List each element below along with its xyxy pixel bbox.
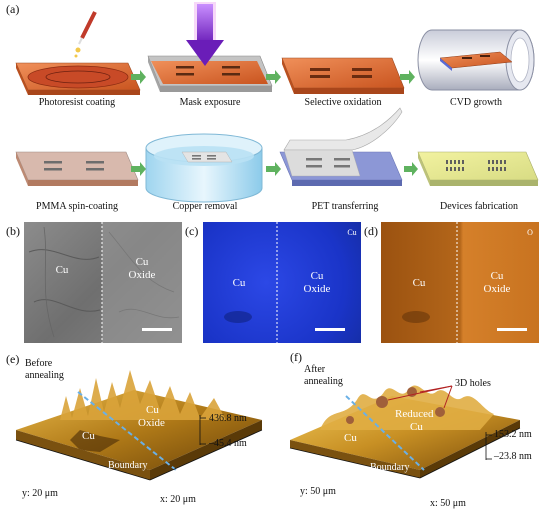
flow-arrows <box>131 70 418 176</box>
step-mask-exposure-graphic <box>147 2 273 92</box>
step-selective-oxidation-graphic <box>281 57 405 94</box>
o-map-label-cu-oxide-1: Cu <box>490 270 504 282</box>
afm-e-x-axis: x: 20 μm <box>160 494 196 505</box>
panel-e-letter: (e) <box>6 352 20 366</box>
o-map-overlay <box>402 222 527 343</box>
o-map-image: O Cu Cu Oxide <box>381 222 539 343</box>
afm-f-label-reduced: Reduced <box>395 408 434 420</box>
flow-arrow-1 <box>131 70 146 84</box>
step-label-pmma-spin-coating: PMMA spin-coating <box>36 201 118 212</box>
cu-map-label-cu-oxide-2: Oxide <box>303 283 331 295</box>
step-copper-removal-graphic <box>145 133 263 203</box>
panel-f-letter: (f) <box>290 350 302 364</box>
panel-b-letter: (b) <box>6 224 20 238</box>
afm-e-label-cu: Cu <box>82 430 95 442</box>
process-flow-diagram <box>15 2 539 203</box>
step-label-mask-exposure: Mask exposure <box>179 97 241 108</box>
step-pet-transferring-graphic <box>279 107 403 186</box>
afm-e-y-axis: y: 20 μm <box>22 488 58 499</box>
o-map-label-cu: Cu <box>412 277 426 289</box>
o-map-label-cu-oxide-2: Oxide <box>483 283 511 295</box>
cu-map-corner-label: Cu <box>347 228 357 237</box>
step-devices-fabrication-graphic <box>417 151 539 186</box>
cu-map-label-cu: Cu <box>232 277 246 289</box>
afm-f-label-boundary: Boundary <box>370 462 410 473</box>
afm-f-zmin: –23.8 nm <box>494 451 532 462</box>
panel-a-letter: (a) <box>6 2 20 16</box>
afm-f-y-axis: y: 50 μm <box>300 486 336 497</box>
step-label-pet-transferring: PET transferring <box>311 201 379 212</box>
step-cvd-growth-graphic <box>417 29 535 91</box>
afm-f-x-axis: x: 50 μm <box>430 498 466 509</box>
sem-label-cu: Cu <box>55 264 69 276</box>
sem-label-cu-oxide-2: Oxide <box>128 269 156 281</box>
step-label-selective-oxidation: Selective oxidation <box>304 97 382 108</box>
sem-image: Cu Cu Oxide <box>24 222 182 343</box>
step-label-cvd-growth: CVD growth <box>450 97 502 108</box>
afm-e-label-cu-oxide-1: Cu <box>146 404 159 416</box>
step-label-copper-removal: Copper removal <box>172 201 238 212</box>
step-pmma-spin-coating-graphic <box>15 151 139 186</box>
afm-f-title-2: annealing <box>304 376 343 387</box>
sem-texture <box>28 222 182 343</box>
step-photoresist-coating-graphic <box>15 11 141 95</box>
cu-map-overlay <box>224 222 345 343</box>
flow-arrow-5 <box>131 162 146 176</box>
afm-f-label-reduced-cu: Cu <box>410 421 423 433</box>
step-label-devices-fabrication: Devices fabrication <box>439 201 519 212</box>
sem-label-cu-oxide-1: Cu <box>135 256 149 268</box>
cu-map-label-cu-oxide-1: Cu <box>310 270 324 282</box>
afm-e-label-cu-oxide-2: Oxide <box>138 417 165 429</box>
afm-e-label-boundary: Boundary <box>108 460 148 471</box>
o-map-corner-label: O <box>527 228 533 237</box>
panel-c-letter: (c) <box>185 224 199 238</box>
afm-f-label-cu: Cu <box>344 432 357 444</box>
afm-f-zmax: 153.2 nm <box>494 429 532 440</box>
afm-e-title-1: Before <box>25 358 53 369</box>
panel-d-letter: (d) <box>364 224 378 238</box>
afm-e-zmin: –45.4 nm <box>209 438 247 449</box>
flow-arrow-6 <box>266 162 281 176</box>
flow-arrow-2 <box>266 70 281 84</box>
flow-arrow-7 <box>404 162 418 176</box>
step-label-photoresist-coating: Photoresist coating <box>38 97 116 108</box>
afm-f-label-3d-holes: 3D holes <box>455 378 491 389</box>
afm-f-title-1: After <box>304 364 326 375</box>
afm-e-title-2: annealing <box>25 370 64 381</box>
cu-map-image: Cu Cu Cu Oxide <box>203 222 361 343</box>
afm-e-zmax: 436.8 nm <box>209 413 247 424</box>
flow-arrow-3 <box>400 70 415 84</box>
